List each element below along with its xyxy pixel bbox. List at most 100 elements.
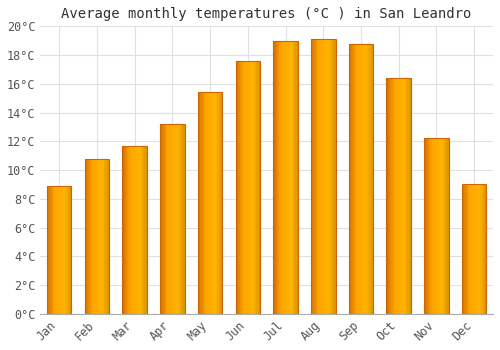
Bar — [98, 159, 100, 314]
Bar — [476, 184, 478, 314]
Bar — [88, 159, 90, 314]
Bar — [84, 159, 109, 314]
Bar — [134, 146, 136, 314]
Bar — [180, 124, 181, 314]
Bar — [424, 139, 448, 314]
Bar — [86, 159, 87, 314]
Bar — [351, 43, 352, 314]
Bar — [64, 186, 66, 314]
Bar — [199, 92, 200, 314]
Bar — [287, 41, 288, 314]
Bar — [428, 139, 429, 314]
Bar — [348, 43, 350, 314]
Bar — [386, 78, 388, 314]
Bar — [398, 78, 400, 314]
Bar — [48, 186, 50, 314]
Bar — [282, 41, 283, 314]
Bar — [288, 41, 289, 314]
Bar — [478, 184, 479, 314]
Bar — [360, 43, 361, 314]
Bar — [394, 78, 395, 314]
Bar — [445, 139, 446, 314]
Bar — [277, 41, 278, 314]
Bar — [59, 186, 60, 314]
Bar — [144, 146, 146, 314]
Bar — [442, 139, 444, 314]
Bar — [58, 186, 59, 314]
Bar — [332, 39, 333, 314]
Bar — [142, 146, 143, 314]
Bar — [181, 124, 182, 314]
Bar — [402, 78, 404, 314]
Bar — [50, 186, 52, 314]
Bar — [462, 184, 463, 314]
Bar — [435, 139, 436, 314]
Bar — [63, 186, 64, 314]
Bar — [350, 43, 351, 314]
Bar — [68, 186, 69, 314]
Bar — [390, 78, 392, 314]
Bar — [354, 43, 355, 314]
Bar — [171, 124, 172, 314]
Bar — [174, 124, 175, 314]
Bar — [204, 92, 205, 314]
Bar — [466, 184, 467, 314]
Bar — [370, 43, 371, 314]
Bar — [97, 159, 98, 314]
Bar — [432, 139, 433, 314]
Bar — [175, 124, 176, 314]
Bar — [128, 146, 130, 314]
Bar — [137, 146, 138, 314]
Bar — [355, 43, 356, 314]
Bar — [209, 92, 210, 314]
Bar — [467, 184, 468, 314]
Bar — [322, 39, 324, 314]
Bar — [124, 146, 125, 314]
Bar — [293, 41, 294, 314]
Bar — [296, 41, 298, 314]
Bar — [479, 184, 480, 314]
Bar — [100, 159, 102, 314]
Bar — [243, 61, 244, 314]
Bar — [259, 61, 260, 314]
Bar — [104, 159, 106, 314]
Bar — [125, 146, 126, 314]
Bar — [401, 78, 402, 314]
Bar — [348, 43, 374, 314]
Bar — [333, 39, 334, 314]
Bar — [386, 78, 411, 314]
Bar — [56, 186, 58, 314]
Bar — [330, 39, 332, 314]
Bar — [54, 186, 56, 314]
Bar — [164, 124, 165, 314]
Bar — [311, 39, 336, 314]
Bar — [286, 41, 287, 314]
Bar — [146, 146, 147, 314]
Bar — [276, 41, 277, 314]
Bar — [483, 184, 484, 314]
Bar — [274, 41, 298, 314]
Bar — [284, 41, 286, 314]
Bar — [388, 78, 389, 314]
Bar — [406, 78, 407, 314]
Bar — [372, 43, 374, 314]
Bar — [202, 92, 204, 314]
Bar — [484, 184, 485, 314]
Bar — [326, 39, 327, 314]
Bar — [62, 186, 63, 314]
Bar — [258, 61, 259, 314]
Bar — [470, 184, 472, 314]
Bar — [248, 61, 249, 314]
Bar — [254, 61, 255, 314]
Bar — [392, 78, 394, 314]
Bar — [236, 61, 237, 314]
Bar — [311, 39, 312, 314]
Bar — [93, 159, 94, 314]
Bar — [244, 61, 246, 314]
Bar — [210, 92, 212, 314]
Bar — [316, 39, 317, 314]
Bar — [143, 146, 144, 314]
Bar — [364, 43, 366, 314]
Bar — [136, 146, 137, 314]
Title: Average monthly temperatures (°C ) in San Leandro: Average monthly temperatures (°C ) in Sa… — [62, 7, 472, 21]
